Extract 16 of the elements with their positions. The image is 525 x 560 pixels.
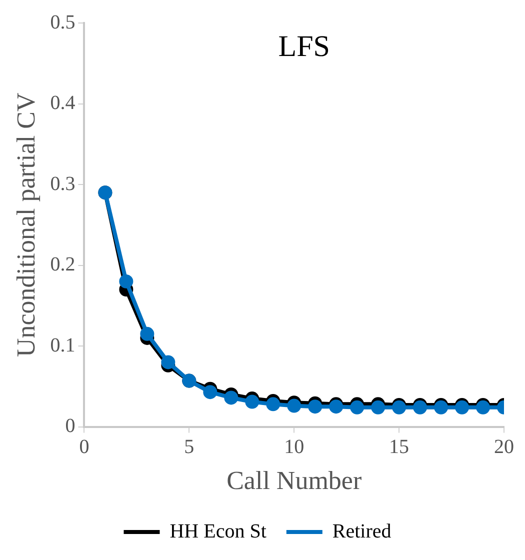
x-tick-label: 15 (389, 436, 410, 458)
y-tick-label: 0.3 (50, 172, 76, 195)
legend-label: Retired (332, 520, 392, 542)
x-tick-label: 0 (79, 436, 90, 458)
y-axis-title: Unconditional partial CV (11, 92, 40, 358)
y-tick-label: 0.1 (50, 334, 76, 356)
x-tick-label: 20 (494, 436, 514, 458)
chart-title: LFS (278, 30, 330, 63)
y-tick-label: 0.5 (50, 11, 76, 34)
y-tick-label: 0.4 (50, 92, 76, 114)
x-tick-label: 10 (284, 436, 304, 458)
y-tick-label: 0 (65, 415, 76, 438)
legend-label: HH Econ St (170, 520, 267, 542)
y-tick-label: 0.2 (50, 254, 76, 276)
x-axis-title: Call Number (226, 466, 362, 496)
x-tick-label: 5 (184, 436, 194, 458)
